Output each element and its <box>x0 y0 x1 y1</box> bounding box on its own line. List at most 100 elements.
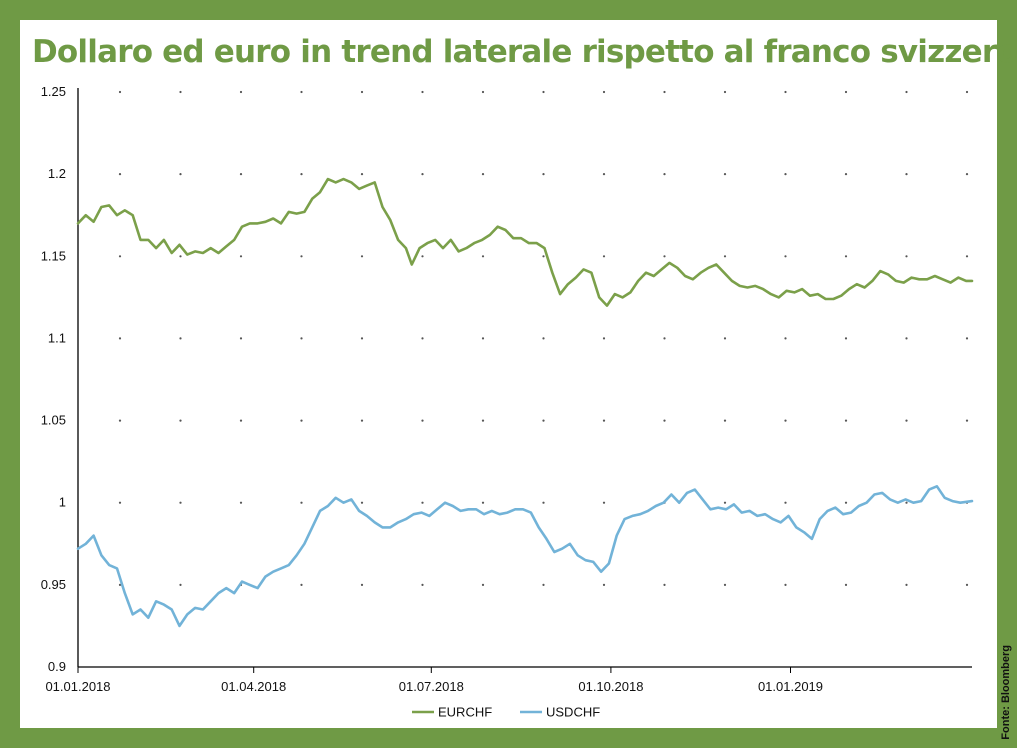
grid-dot <box>784 583 787 587</box>
grid-dot <box>542 583 545 587</box>
grid-dot <box>784 173 787 176</box>
grid-dot <box>905 337 908 340</box>
grid-dot <box>723 583 727 587</box>
grid-dot <box>360 255 364 258</box>
grid-dot <box>360 337 364 340</box>
series-line-eurchf <box>76 177 974 307</box>
x-tick-label: 01.10.2018 <box>578 679 643 694</box>
grid-dot <box>542 90 545 94</box>
grid-dot <box>905 255 908 258</box>
legend-label-usdchf: USDCHF <box>546 705 600 720</box>
x-axis-ticks: 01.01.2018 01.04.2018 01.07.2018 01.10.2018… <box>45 667 823 694</box>
grid-dot <box>844 255 848 258</box>
grid-dot <box>965 337 969 340</box>
y-tick-label: 1.05 <box>41 413 66 428</box>
grid-dot <box>905 90 908 94</box>
grid-dot <box>602 583 606 587</box>
grid-dot <box>542 255 545 258</box>
grid-dot <box>602 337 606 340</box>
grid-dot <box>481 255 485 258</box>
grid-dots <box>118 90 969 587</box>
grid-dot <box>965 583 969 587</box>
grid-dot <box>723 419 727 422</box>
grid-dot <box>663 583 666 587</box>
grid-dot <box>602 255 606 258</box>
grid-dot <box>481 337 485 340</box>
grid-dot <box>179 173 182 176</box>
x-tick-label: 01.01.2019 <box>758 679 823 694</box>
grid-dot <box>844 337 848 340</box>
grid-dot <box>481 90 485 94</box>
grid-dot <box>723 173 727 176</box>
grid-dot <box>118 90 122 94</box>
grid-dot <box>239 90 243 94</box>
grid-dot <box>481 501 485 504</box>
grid-dot <box>179 419 182 422</box>
grid-dot <box>421 173 424 176</box>
y-tick-label: 1.25 <box>41 84 66 99</box>
grid-dot <box>239 255 243 258</box>
grid-dot <box>300 501 303 504</box>
grid-dot <box>905 173 908 176</box>
grid-dot <box>118 337 122 340</box>
grid-dot <box>663 173 666 176</box>
y-tick-label: 1 <box>59 495 66 510</box>
y-axis-ticks: 0.9 0.95 1 1.05 1.1 1.15 1.2 1.25 <box>41 84 66 674</box>
grid-dot <box>118 255 122 258</box>
grid-dot <box>300 583 303 587</box>
grid-dot <box>421 90 424 94</box>
grid-dot <box>542 173 545 176</box>
source-note: Fonte: Bloomberg <box>1000 645 1012 740</box>
grid-dot <box>300 90 303 94</box>
grid-dot <box>239 337 243 340</box>
grid-dot <box>481 583 485 587</box>
chart-panel <box>20 20 997 728</box>
grid-dot <box>421 501 424 504</box>
y-tick-label: 1.15 <box>41 248 66 263</box>
grid-dot <box>118 501 122 504</box>
legend: EURCHF USDCHF <box>412 705 600 720</box>
chart-title: Dollaro ed euro in trend laterale rispet… <box>32 34 1017 70</box>
grid-dot <box>421 337 424 340</box>
grid-dot <box>300 419 303 422</box>
y-tick-label: 1.2 <box>48 166 66 181</box>
grid-dot <box>179 255 182 258</box>
y-tick-label: 0.9 <box>48 659 66 674</box>
grid-dot <box>542 419 545 422</box>
x-tick-label: 01.01.2018 <box>45 679 110 694</box>
grid-dot <box>663 337 666 340</box>
grid-dot <box>542 337 545 340</box>
grid-dot <box>421 255 424 258</box>
grid-dot <box>481 419 485 422</box>
grid-dot <box>965 173 969 176</box>
grid-dot <box>239 173 243 176</box>
grid-dot <box>784 419 787 422</box>
grid-dot <box>784 255 787 258</box>
grid-dot <box>844 173 848 176</box>
x-tick-label: 01.07.2018 <box>399 679 464 694</box>
grid-dot <box>602 90 606 94</box>
grid-dot <box>905 419 908 422</box>
grid-dot <box>360 419 364 422</box>
series-lines <box>76 177 974 628</box>
grid-dot <box>784 337 787 340</box>
grid-dot <box>965 90 969 94</box>
grid-dot <box>844 501 848 504</box>
grid-dot <box>602 173 606 176</box>
grid-dot <box>723 90 727 94</box>
grid-dot <box>360 90 364 94</box>
grid-dot <box>542 501 545 504</box>
grid-dot <box>360 173 364 176</box>
y-tick-label: 0.95 <box>41 577 66 592</box>
grid-dot <box>663 419 666 422</box>
grid-dot <box>179 90 182 94</box>
grid-dot <box>179 583 182 587</box>
grid-dot <box>118 583 122 587</box>
y-tick-label: 1.1 <box>48 330 66 345</box>
grid-dot <box>118 173 122 176</box>
grid-dot <box>360 583 364 587</box>
axes <box>77 88 972 668</box>
grid-dot <box>905 501 908 504</box>
series-line-usdchf <box>76 484 974 628</box>
